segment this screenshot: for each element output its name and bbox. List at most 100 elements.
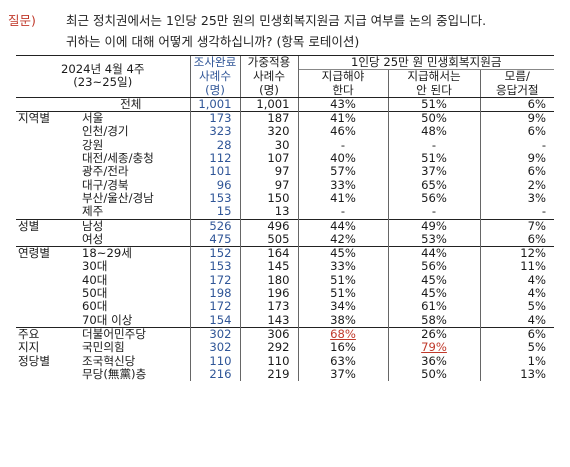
completed-count: 216 (189, 367, 241, 382)
option-unknown-header-2: 응답거절 (479, 83, 555, 98)
pay-percent: - (297, 138, 389, 153)
option-no-pay-header-1: 지급해서는 (387, 69, 481, 84)
weighted-header-1: 가중적용 (239, 54, 299, 70)
no-pay-percent: 51% (387, 97, 481, 112)
unknown-percent: 1% (479, 354, 555, 368)
pay-percent: 68% (297, 326, 389, 342)
option-no-pay-header-2: 안 된다 (387, 83, 481, 98)
subgroup-label: 서울 (72, 111, 191, 126)
group-label (16, 287, 72, 300)
completed-header-1: 조사완료 (189, 54, 241, 70)
weighted-count: 219 (239, 367, 299, 382)
weighted-count: 107 (239, 152, 299, 166)
table-row: 전체 1,001 1,001 43% 51% 6% (16, 97, 555, 112)
completed-count: 101 (189, 165, 241, 179)
pay-percent: 33% (297, 260, 389, 274)
table-row: 광주/전라 101 97 57% 37% 6% (16, 165, 555, 179)
subgroup-label: 무당(無黨)층 (82, 367, 147, 381)
unknown-percent: 6% (479, 125, 555, 139)
no-pay-percent: 48% (387, 125, 481, 139)
subgroup-label: 인천/경기 (82, 125, 129, 139)
subgroup-label: 대구/경북 (82, 178, 129, 192)
unknown-percent: 9% (479, 111, 555, 126)
table-row: 30대 153 145 33% 56% 11% (16, 260, 555, 274)
pay-percent: 33% (297, 178, 389, 192)
no-pay-percent: - (387, 205, 481, 220)
weighted-count: 97 (239, 165, 299, 179)
unknown-percent: - (479, 205, 555, 220)
pay-percent: 46% (297, 125, 389, 139)
subgroup-label: 국민의힘 (82, 341, 125, 355)
table-row: 무당(無黨)층 216 219 37% 50% 13% (16, 367, 555, 382)
weighted-count: 30 (239, 138, 299, 153)
survey-results-table: 2024년 4월 4주 (23~25일) 조사완료 가중적용 1인당 25만 원… (16, 54, 555, 382)
weighted-count: 306 (239, 326, 299, 342)
table-row: 대구/경북 96 97 33% 65% 2% (16, 178, 555, 192)
pay-percent: 42% (297, 232, 389, 247)
unknown-percent: 6% (479, 232, 555, 247)
table-row: 여성 475 505 42% 53% 6% (16, 232, 555, 247)
completed-count: 96 (189, 178, 241, 192)
unknown-percent: - (479, 138, 555, 153)
no-pay-percent: 44% (387, 246, 481, 261)
weighted-count: 97 (239, 178, 299, 192)
completed-count: 302 (189, 341, 241, 355)
no-pay-percent: 58% (387, 313, 481, 328)
group-label: 지지 (18, 341, 40, 355)
no-pay-percent: 53% (387, 232, 481, 247)
pay-percent: 16% (297, 341, 389, 355)
weighted-count: 164 (239, 246, 299, 261)
no-pay-percent: - (387, 138, 481, 153)
weighted-count: 292 (239, 341, 299, 355)
unknown-percent: 6% (479, 326, 555, 342)
group-label (16, 233, 72, 247)
no-pay-percent: 51% (387, 152, 481, 166)
completed-count: 153 (189, 191, 241, 206)
pay-percent: 63% (297, 354, 389, 368)
group-label (16, 300, 72, 313)
no-pay-percent: 45% (387, 273, 481, 288)
no-pay-percent: 56% (387, 191, 481, 206)
group-label: 정당별 (18, 354, 50, 368)
subgroup-label: 60대 (82, 300, 108, 314)
unknown-percent: 13% (479, 367, 555, 382)
weighted-count: 196 (239, 287, 299, 301)
table-row: 정당별 조국혁신당 110 110 63% 36% 1% (16, 354, 555, 368)
no-pay-percent: 49% (387, 218, 481, 233)
survey-date: 2024년 4월 4주 (60, 62, 145, 77)
survey-date-range: (23~25일) (73, 75, 133, 90)
option-unknown-header-1: 모름/ (479, 69, 555, 84)
table-row: 70대 이상 154 143 38% 58% 4% (16, 313, 555, 328)
table-row: 50대 198 196 51% 45% 4% (16, 287, 555, 301)
no-pay-percent: 36% (387, 354, 481, 368)
unknown-percent: 5% (479, 341, 555, 355)
unknown-percent: 7% (479, 218, 555, 233)
subgroup-label: 여성 (82, 232, 104, 246)
table-row: 주요 더불어민주당 302 306 68% 26% 6% (16, 326, 555, 342)
weighted-count: 143 (239, 313, 299, 328)
table-row: 60대 172 173 34% 61% 5% (16, 300, 555, 314)
subgroup-label: 광주/전라 (82, 165, 129, 179)
pay-percent: 45% (297, 246, 389, 261)
completed-count: 172 (189, 300, 241, 314)
table-row: 강원 28 30- - - (16, 138, 555, 153)
completed-count: 110 (189, 354, 241, 368)
unknown-percent: 6% (479, 97, 555, 112)
group-label: 주요 (16, 326, 72, 342)
no-pay-percent: 50% (387, 367, 481, 382)
unknown-percent: 4% (479, 273, 555, 288)
response-group-header: 1인당 25만 원 민생회복지원금 (297, 54, 555, 70)
subgroup-label: 대전/세종/충청 (82, 152, 154, 166)
completed-count: 112 (189, 152, 241, 166)
table-row: 대전/세종/충청 112 107 40% 51% 9% (16, 152, 555, 166)
group-label (16, 125, 72, 138)
pay-percent: 41% (297, 111, 389, 126)
weighted-count: 13 (239, 205, 299, 220)
completed-header-2: 사례수 (189, 69, 241, 84)
group-label: 연령별 (16, 246, 72, 261)
completed-count: 323 (189, 125, 241, 139)
weighted-count: 180 (239, 273, 299, 288)
unknown-percent: 12% (479, 246, 555, 261)
no-pay-percent: 61% (387, 300, 481, 314)
no-pay-percent: 65% (387, 178, 481, 192)
